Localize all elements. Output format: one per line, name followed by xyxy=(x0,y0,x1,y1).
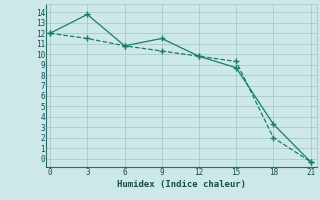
X-axis label: Humidex (Indice chaleur): Humidex (Indice chaleur) xyxy=(117,180,246,189)
